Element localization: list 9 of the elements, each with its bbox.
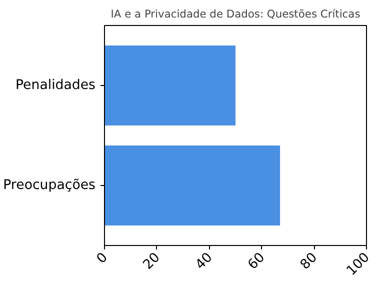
- x-tick-label: 80: [298, 250, 320, 273]
- y-tick-label: Penalidades: [15, 78, 96, 93]
- x-tick-label: 20: [140, 250, 164, 273]
- y-tick-label: Preocupações: [3, 178, 96, 193]
- x-tick-label: 100: [344, 250, 373, 279]
- x-tick-label: 40: [193, 250, 216, 273]
- x-tick-label: 60: [245, 250, 268, 273]
- chart-title: IA e a Privacidade de Dados: Questões Críticas: [110, 8, 361, 20]
- x-tick-label: 0: [94, 250, 111, 267]
